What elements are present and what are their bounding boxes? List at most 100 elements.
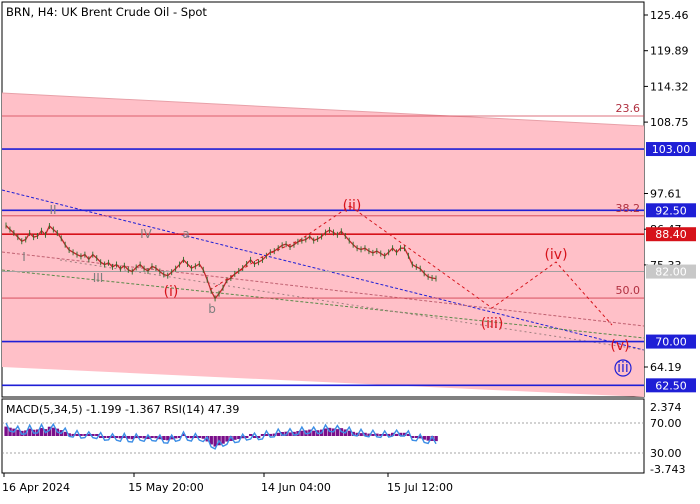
wave-label-0: I bbox=[22, 250, 26, 264]
macd-bar bbox=[201, 436, 206, 439]
macd-bar bbox=[103, 436, 107, 438]
macd-bar bbox=[422, 436, 426, 440]
macd-bar bbox=[83, 434, 87, 436]
level-label-4: 70.00 bbox=[655, 336, 687, 349]
level-label-5: 62.50 bbox=[655, 379, 687, 392]
wave-projection bbox=[209, 205, 613, 326]
fib-label-2: 50.0 bbox=[616, 284, 641, 297]
macd-bar bbox=[241, 436, 245, 439]
macd-bar bbox=[280, 432, 284, 436]
wave-label-3: IV bbox=[140, 227, 153, 241]
fib-labels: 23.6 38.2 50.0 bbox=[616, 102, 641, 297]
macd-bar bbox=[323, 428, 328, 436]
macd-bar bbox=[87, 434, 91, 436]
macd-bar bbox=[375, 433, 379, 436]
x-tick-label-2: 14 Jun 04:00 bbox=[261, 481, 331, 494]
wave-label-2: III bbox=[93, 271, 104, 285]
x-tick-label-1: 15 May 20:00 bbox=[128, 481, 203, 494]
x-tick-label-3: 15 Jul 12:00 bbox=[387, 481, 453, 494]
level-labels: 103.00 92.50 88.40 82.00 70.00 62.50 bbox=[646, 142, 696, 393]
green-dotted-trendline bbox=[1, 269, 645, 339]
macd-bar bbox=[71, 433, 75, 436]
macd-bar bbox=[170, 436, 174, 440]
macd-bar bbox=[75, 434, 79, 436]
macd-bar bbox=[91, 434, 95, 436]
y-tick-label-4: 97.61 bbox=[650, 188, 682, 201]
wave-label-7: (ii) bbox=[343, 198, 362, 214]
level-label-box-1 bbox=[646, 203, 696, 218]
indicator-tick-label-3: -3.743 bbox=[650, 463, 685, 476]
wave-projection-path bbox=[349, 205, 613, 326]
macd-bar bbox=[134, 436, 138, 439]
macd-bar bbox=[434, 436, 438, 442]
blue-dotted-trendline bbox=[1, 189, 645, 351]
macd-bar bbox=[158, 436, 162, 440]
level-label-box-5 bbox=[646, 378, 696, 393]
y-tick-label-2: 114.32 bbox=[650, 80, 689, 93]
y-tick-label-7: 64.19 bbox=[650, 361, 682, 374]
macd-bar bbox=[402, 432, 407, 436]
macd-bar bbox=[379, 434, 383, 436]
macd-bar bbox=[355, 432, 359, 436]
macd-bar bbox=[197, 436, 202, 438]
fib-label-0: 23.6 bbox=[616, 102, 641, 115]
macd-bar bbox=[288, 432, 292, 436]
macd-bar bbox=[114, 436, 119, 438]
macd-bar bbox=[209, 436, 213, 445]
level-label-box-4 bbox=[646, 334, 696, 349]
macd-bar bbox=[300, 430, 304, 436]
y-tick-label-0: 125.46 bbox=[650, 9, 689, 22]
wave-label-9: (iv) bbox=[544, 247, 567, 263]
macd-bar bbox=[268, 433, 273, 436]
price-channel bbox=[1, 92, 645, 397]
macd-bar bbox=[237, 436, 241, 440]
macd-bar bbox=[174, 436, 178, 439]
macd-bar bbox=[162, 436, 166, 440]
macd-bar bbox=[67, 433, 71, 436]
wave-label-4: a bbox=[182, 227, 189, 241]
wave-label-11: iii bbox=[617, 360, 629, 376]
macd-bar bbox=[264, 434, 269, 436]
macd-bar bbox=[193, 436, 198, 438]
macd-bar bbox=[347, 430, 352, 436]
macd-bar bbox=[95, 434, 99, 436]
level-label-2: 88.40 bbox=[655, 228, 687, 241]
y-axis: 125.46119.89114.32108.7597.6186.4775.336… bbox=[644, 9, 689, 374]
macd-bar bbox=[229, 436, 233, 441]
wave-label-1: II bbox=[49, 203, 56, 217]
indicator-tick-label-2: 30.00 bbox=[650, 447, 682, 460]
x-axis: 16 Apr 2024 15 May 20:00 14 Jun 04:00 15 Ju… bbox=[2, 473, 453, 494]
macd-bar bbox=[189, 436, 194, 439]
macd-bar bbox=[221, 436, 225, 444]
macd-bar bbox=[430, 436, 434, 441]
level-label-box-0 bbox=[646, 142, 696, 157]
macd-bar bbox=[335, 429, 340, 436]
macd-bar bbox=[63, 431, 67, 436]
macd-bar bbox=[245, 436, 249, 438]
macd-bar bbox=[312, 430, 316, 436]
macd-bar bbox=[142, 436, 146, 439]
macd-bar bbox=[252, 436, 257, 438]
level-label-box-2 bbox=[646, 227, 696, 242]
macd-bar bbox=[248, 434, 253, 436]
macd-bar bbox=[371, 434, 375, 436]
macd-bar bbox=[383, 434, 387, 436]
macd-bar bbox=[387, 433, 391, 436]
y-tick-label-3: 108.75 bbox=[650, 116, 689, 129]
macd-bar bbox=[181, 434, 186, 436]
macd-bar bbox=[418, 436, 423, 439]
indicator-label: MACD(5,34,5) -1.199 -1.367 RSI(14) 47.39 bbox=[6, 403, 239, 416]
wave-history-path bbox=[209, 205, 351, 291]
level-label-1: 92.50 bbox=[655, 204, 687, 217]
wave-label-10: (v) bbox=[610, 338, 629, 354]
level-label-3: 82.00 bbox=[655, 266, 687, 279]
wave-label-5: b bbox=[208, 302, 216, 316]
fib-label-1: 38.2 bbox=[616, 202, 641, 215]
macd-bar bbox=[272, 433, 277, 436]
macd-bar bbox=[233, 436, 237, 440]
wave-label-6: (i) bbox=[164, 284, 179, 300]
wave-circle bbox=[614, 359, 632, 377]
indicator-tick-label-0: 2.374 bbox=[650, 401, 682, 414]
